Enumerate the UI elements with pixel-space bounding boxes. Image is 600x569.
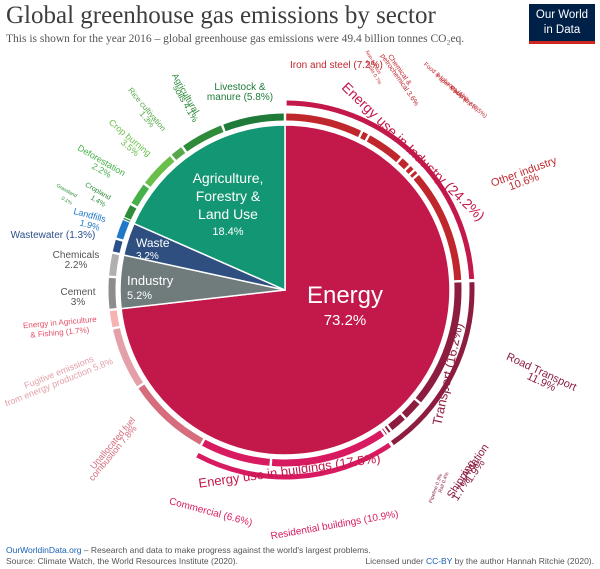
pie-label-industry: Industry <box>127 273 174 288</box>
sub-value-grassland: 0.1% <box>60 196 73 207</box>
group-label-buildings: Energy use in buildings (17.5%) <box>197 450 381 490</box>
ring-paper-pulp <box>405 166 414 174</box>
ring-chemical-petrochemical <box>366 135 401 163</box>
group-arc-energy-use-in-buildings <box>196 442 392 480</box>
sub-value-chemical-petrochemical: petrochemical 3.6% <box>379 53 420 107</box>
ring-fugitive-emissions-from-energy-production <box>113 328 143 387</box>
pie-label-energy: Energy <box>307 282 383 309</box>
sub-value-livestock-manure: manure (5.8%) <box>207 92 273 103</box>
sub-label-cement: Cement <box>60 287 95 298</box>
ring-commercial <box>202 439 271 466</box>
group-arc-transport <box>390 282 475 446</box>
sub-label-wastewater: Wastewater (1.3%) <box>11 230 96 241</box>
license-prefix: Licensed under <box>365 556 426 566</box>
footer-left: OurWorldinData.org – Research and data t… <box>6 545 371 567</box>
ring-rail <box>384 425 391 433</box>
pie-value-afolu: 18.4% <box>212 226 243 238</box>
ring-crop-burning <box>144 156 175 187</box>
pie-layer <box>119 124 451 456</box>
footer-tagline: – Research and data to make progress aga… <box>81 545 371 555</box>
ring-residential-buildings <box>271 430 385 467</box>
site-link[interactable]: OurWorldinData.org <box>6 545 82 555</box>
ring-cement <box>108 277 117 309</box>
footer-license: Licensed under CC-BY by the author Hanna… <box>365 556 594 566</box>
ring-chemicals <box>109 253 120 277</box>
sub-value-unallocated-fuel-combustion: combustion 7.8% <box>87 423 139 482</box>
sub-value-cement: 3% <box>71 297 86 308</box>
ring-aviation <box>401 399 420 418</box>
ring-grassland <box>123 217 131 222</box>
pie-slice-agriculture-forestry-land-use <box>132 124 286 292</box>
pie-label-waste: Waste <box>136 236 170 250</box>
sub-value-chemicals: 2.2% <box>65 260 88 271</box>
ring-shipping <box>388 414 405 431</box>
ring-other-industry <box>413 175 462 281</box>
ring-non-ferrous-metals <box>360 131 368 141</box>
logo-line-1: Our World <box>535 9 589 21</box>
ring-deforestation <box>131 184 150 207</box>
ring-unallocated-fuel-combustion <box>138 384 204 445</box>
pie-label-afolu-1: Agriculture, <box>193 170 264 186</box>
footer-source: Source: Climate Watch, the World Resourc… <box>6 556 238 566</box>
ring-rice-cultivation <box>171 147 186 161</box>
logo-line-2: in Data <box>543 24 581 36</box>
ring-landfills <box>116 220 130 240</box>
ring-iron-and-steel <box>286 113 362 138</box>
sub-label-machinery: Machinery (0.5%) <box>448 85 488 120</box>
pie-value-waste: 3.2% <box>136 251 159 262</box>
pie-label-afolu-2: Forestry & <box>196 188 261 204</box>
ring-agricultural-soils <box>183 125 224 152</box>
ring-road-transport <box>415 282 462 403</box>
pie-value-industry: 5.2% <box>127 290 152 302</box>
sub-label-chemicals: Chemicals <box>53 250 100 261</box>
sub-label-residential-buildings: Residential buildings (10.9%) <box>270 509 399 542</box>
sub-label-commercial: Commercial (6.6%) <box>168 496 254 529</box>
license-suffix: by the author Hannah Ritchie (2020). <box>452 556 594 566</box>
ring-layer <box>108 100 475 480</box>
pie-label-afolu-3: Land Use <box>198 206 258 222</box>
ring-food-tobacco <box>397 158 409 170</box>
ring-energy-in-agriculture-fishing <box>109 310 120 328</box>
ring-cropland <box>124 205 137 220</box>
sub-label-iron-and-steel: Iron and steel (7.2%) <box>290 60 383 71</box>
pie-value-energy: 73.2% <box>324 312 367 329</box>
sub-value-fugitive-emissions-from-energy-production: from energy production 5.8% <box>3 356 114 409</box>
sub-label-livestock-manure: Livestock & <box>214 82 265 93</box>
page-title: Global greenhouse gas emissions by secto… <box>6 2 436 29</box>
page-subtitle: This is shown for the year 2016 – global… <box>6 33 465 45</box>
ring-wastewater <box>112 239 123 253</box>
ring-machinery <box>410 170 418 178</box>
ring-livestock-manure <box>223 113 284 132</box>
license-link[interactable]: CC-BY <box>425 556 453 566</box>
owid-logo[interactable]: Our World in Data <box>529 4 595 44</box>
group-arc-energy-use-in-industry <box>286 100 475 280</box>
